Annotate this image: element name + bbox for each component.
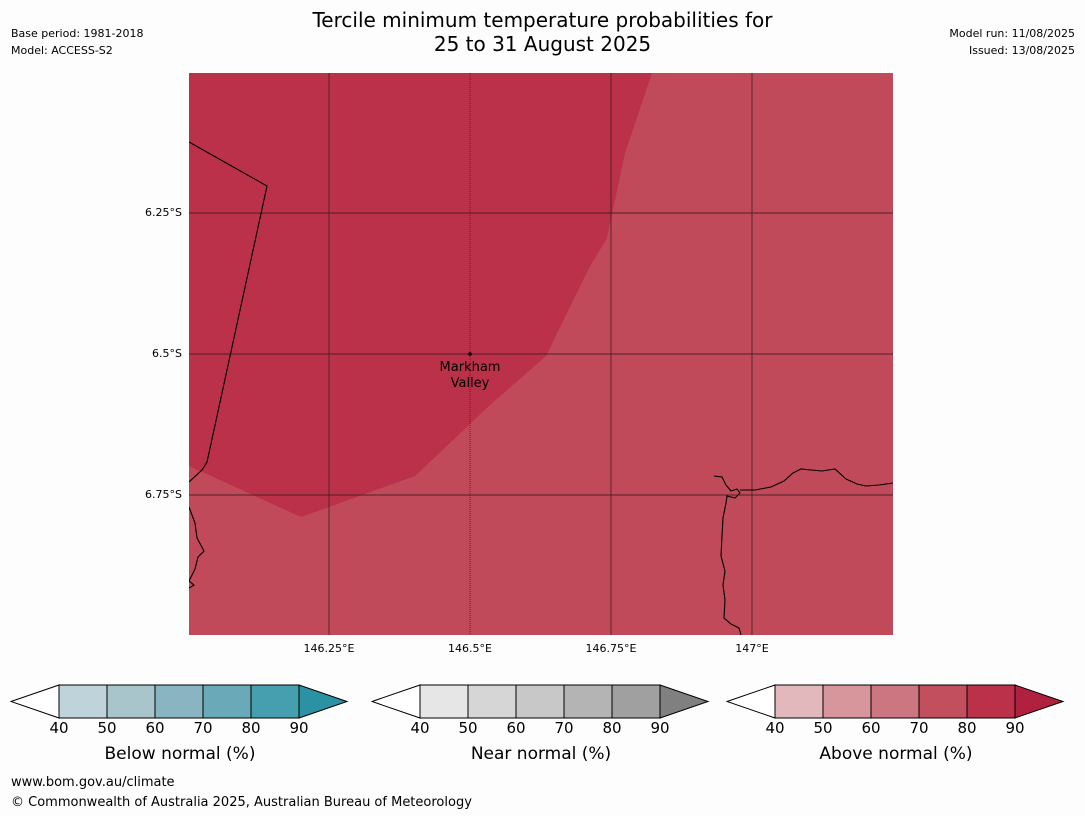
base-period: Base period: 1981-2018 (11, 27, 144, 40)
tick-50: 50 (813, 719, 833, 737)
province-boundary (189, 141, 268, 483)
tick-70: 70 (193, 719, 213, 737)
colorbar-below-normal (10, 684, 349, 719)
place-marker (468, 352, 472, 356)
colorbar-cell-40-50 (419, 684, 469, 719)
coastline-northeast (740, 468, 893, 491)
tick-40: 40 (49, 719, 69, 737)
tick-90: 90 (1005, 719, 1025, 737)
tick-60: 60 (861, 719, 881, 737)
legend-near-normal: 40 50 60 70 80 90 Near normal (%) (371, 684, 711, 769)
legend-below-normal: 40 50 60 70 80 90 Below normal (%) (10, 684, 350, 769)
tick-90: 90 (289, 719, 309, 737)
tick-50: 50 (458, 719, 478, 737)
lon-label-146-5: 146.5°E (448, 642, 492, 655)
tick-60: 60 (506, 719, 526, 737)
colorbar-cell-50-60 (467, 684, 517, 719)
lon-label-146-75: 146.75°E (585, 642, 637, 655)
colorbar-cell-70-80 (202, 684, 252, 719)
colorbar-near-normal (371, 684, 710, 719)
tick-80: 80 (957, 719, 977, 737)
title-line-2: 25 to 31 August 2025 (433, 32, 652, 56)
colorbar-above-normal (726, 684, 1065, 719)
colorbar-cell-60-70 (515, 684, 565, 719)
colorbar-low-triangle (726, 684, 776, 719)
colorbar-cell-40-50 (774, 684, 824, 719)
colorbar-cell-70-80 (563, 684, 613, 719)
colorbar-cell-60-70 (870, 684, 920, 719)
meta-info-right: Model run: 11/08/2025 Issued: 13/08/2025 (949, 25, 1075, 59)
footer-url: www.bom.gov.au/climate (11, 775, 175, 790)
legend-title: Below normal (%) (104, 744, 256, 764)
tick-80: 80 (241, 719, 261, 737)
place-name-line-1: Markham (439, 360, 501, 375)
colorbar-low-triangle (10, 684, 60, 719)
coastline-west (189, 506, 205, 589)
colorbar-cell-80-90 (250, 684, 300, 719)
lat-label-6-5: 6.5°S (152, 347, 182, 360)
legend-title: Above normal (%) (819, 744, 973, 764)
colorbar-cell-60-70 (154, 684, 204, 719)
probability-map (189, 73, 893, 635)
colorbar-cell-70-80 (918, 684, 968, 719)
boundary-lines (189, 141, 893, 635)
colorbar-cell-80-90 (966, 684, 1016, 719)
tick-40: 40 (765, 719, 785, 737)
map-canvas (189, 73, 893, 635)
colorbar-cell-50-60 (106, 684, 156, 719)
colorbar-cell-80-90 (611, 684, 661, 719)
place-label: Markham Valley (440, 360, 501, 392)
footer-copyright: © Commonwealth of Australia 2025, Austra… (11, 795, 472, 810)
place-name-line-2: Valley (450, 376, 490, 391)
lat-label-6-75: 6.75°S (145, 488, 182, 501)
tick-70: 70 (554, 719, 574, 737)
lon-label-146-25: 146.25°E (303, 642, 355, 655)
title-line-1: Tercile minimum temperature probabilitie… (312, 8, 773, 32)
tick-40: 40 (410, 719, 430, 737)
tick-80: 80 (602, 719, 622, 737)
tick-60: 60 (145, 719, 165, 737)
colorbar-high-triangle (1014, 684, 1065, 719)
legend-title: Near normal (%) (470, 744, 612, 764)
colorbar-high-triangle (659, 684, 710, 719)
issued-date: Issued: 13/08/2025 (968, 44, 1075, 57)
legend-above-normal: 40 50 60 70 80 90 Above normal (%) (726, 684, 1066, 769)
colorbar-cell-40-50 (58, 684, 108, 719)
tick-70: 70 (909, 719, 929, 737)
lat-label-6-25: 6.25°S (145, 206, 182, 219)
tick-90: 90 (650, 719, 670, 737)
model-run-date: Model run: 11/08/2025 (949, 27, 1075, 40)
lon-label-147: 147°E (735, 642, 769, 655)
map-title: Tercile minimum temperature probabilitie… (0, 8, 1085, 56)
meta-info-left: Base period: 1981-2018 Model: ACCESS-S2 (11, 25, 143, 59)
colorbar-cell-50-60 (822, 684, 872, 719)
coastline-east (713, 475, 742, 635)
model-name: Model: ACCESS-S2 (11, 44, 113, 57)
region-above-80-90 (189, 73, 652, 517)
colorbar-low-triangle (371, 684, 421, 719)
tick-50: 50 (97, 719, 117, 737)
colorbar-high-triangle (298, 684, 349, 719)
